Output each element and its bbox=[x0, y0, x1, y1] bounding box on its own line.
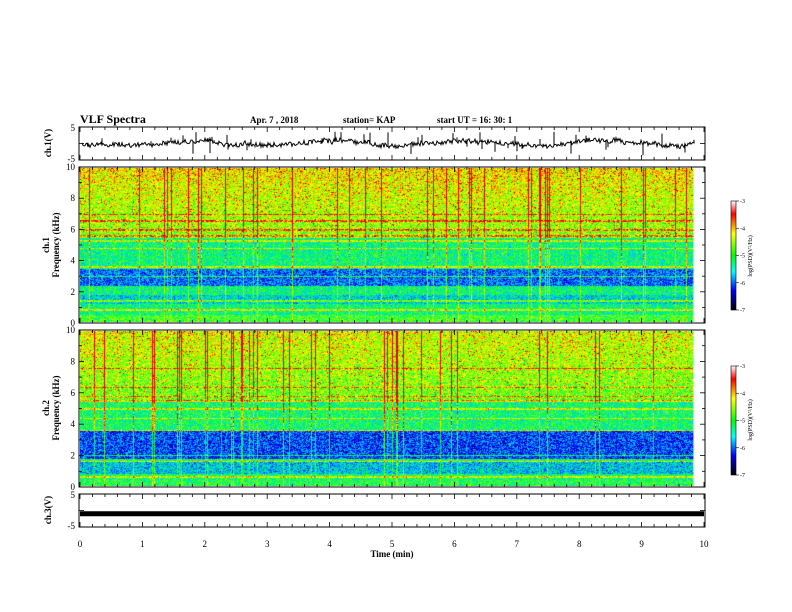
colorbar-ch1-gradient bbox=[730, 200, 737, 311]
x-tick-label-9: 9 bbox=[639, 539, 644, 549]
spec1-ylabel-freq: Frequency (kHz) bbox=[51, 212, 61, 277]
colorbar1-tick--6: -6 bbox=[740, 281, 745, 287]
spec2-ytick-6: 6 bbox=[71, 388, 76, 398]
spec1-ytick-10: 10 bbox=[66, 162, 76, 172]
x-tick-label-6: 6 bbox=[452, 539, 457, 549]
x-tick-label-0: 0 bbox=[78, 539, 83, 549]
spec2-ytick-2: 2 bbox=[71, 451, 76, 461]
colorbar1-tick--4: -4 bbox=[740, 226, 745, 232]
ch1-ytick-neg5: -5 bbox=[68, 154, 76, 164]
date-label: Apr. 7 , 2018 bbox=[250, 115, 299, 125]
colorbar1-tick--3: -3 bbox=[740, 199, 745, 205]
colorbar-ch1-label: log(PSD)(V²/Hz) bbox=[747, 235, 754, 276]
x-tick-label-8: 8 bbox=[577, 539, 582, 549]
spec2-ytick-10: 10 bbox=[66, 325, 76, 335]
x-tick-label-5: 5 bbox=[390, 539, 395, 549]
colorbar2-tick--5: -5 bbox=[740, 419, 745, 425]
colorbar1-tick--5: -5 bbox=[740, 254, 745, 260]
spectrogram-ch2-panel: ch.2 Frequency (kHz) bbox=[41, 329, 706, 488]
colorbar2-tick--6: -6 bbox=[740, 446, 745, 452]
spec1-ytick-6: 6 bbox=[71, 224, 76, 234]
ch3-ytick-5: 5 bbox=[71, 490, 76, 500]
spec1-ylabel: ch.1 bbox=[41, 237, 51, 253]
colorbar1-tick--7: -7 bbox=[740, 308, 745, 314]
spectrogram-ch2-image bbox=[80, 331, 704, 486]
x-tick-label-10: 10 bbox=[700, 539, 710, 549]
spec2-ytick-8: 8 bbox=[71, 356, 76, 366]
spectrogram-ch1-image bbox=[80, 168, 704, 322]
spec2-ylabel: ch.2 bbox=[41, 400, 51, 416]
spec1-ytick-0: 0 bbox=[71, 318, 76, 328]
station-label: station= KAP bbox=[343, 115, 396, 125]
x-tick-label-2: 2 bbox=[203, 539, 208, 549]
ch1-ytick-5: 5 bbox=[71, 123, 76, 133]
ch3-ytick-neg5: -5 bbox=[68, 521, 76, 531]
waveform-ch1-line bbox=[81, 131, 695, 156]
spec2-ytick-4: 4 bbox=[71, 419, 76, 429]
spec2-ytick-0: 0 bbox=[71, 482, 76, 492]
colorbar-ch2-gradient bbox=[730, 365, 737, 476]
x-axis-label: Time (min) bbox=[370, 549, 413, 559]
ch1-waveform-ylabel: ch.1(V) bbox=[43, 129, 53, 157]
start-time-label: start UT = 16: 30: 1 bbox=[437, 115, 513, 125]
figure-title: VLF Spectra bbox=[80, 112, 146, 126]
ch3-waveform-ylabel: ch.3(V) bbox=[43, 496, 53, 524]
spec1-ytick-4: 4 bbox=[71, 256, 76, 266]
x-tick-label-3: 3 bbox=[265, 539, 270, 549]
spec1-ytick-2: 2 bbox=[71, 287, 76, 297]
spectrogram-ch1-panel: ch.1 Frequency (kHz) bbox=[41, 166, 706, 324]
x-tick-label-4: 4 bbox=[327, 539, 332, 549]
colorbar2-tick--7: -7 bbox=[740, 473, 745, 479]
x-tick-label-1: 1 bbox=[140, 539, 145, 549]
colorbar-ch2-label: log(PSD)(V²/Hz) bbox=[747, 399, 754, 440]
x-tick-label-7: 7 bbox=[515, 539, 520, 549]
axis-ticks: 0 1 2 3 4 5 6 7 8 9 1002468100246810-3-4-5-6-7-3-4… bbox=[66, 127, 745, 549]
spec1-ytick-8: 8 bbox=[71, 193, 76, 203]
spec2-ylabel-freq: Frequency (kHz) bbox=[51, 375, 61, 440]
colorbar2-tick--4: -4 bbox=[740, 391, 745, 397]
colorbar2-tick--3: -3 bbox=[740, 364, 745, 370]
